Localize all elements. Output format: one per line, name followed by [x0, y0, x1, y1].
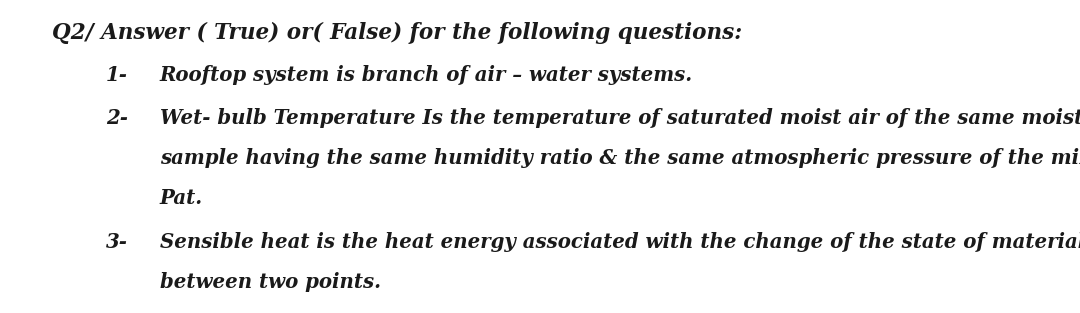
Text: 3-: 3-	[106, 232, 127, 252]
Text: 2-: 2-	[106, 108, 127, 128]
Text: Sensible heat is the heat energy associated with the change of the state of mate: Sensible heat is the heat energy associa…	[160, 232, 1080, 252]
Text: 1-: 1-	[106, 65, 127, 85]
Text: Rooftop system is branch of air – water systems.: Rooftop system is branch of air – water …	[160, 65, 693, 85]
Text: Pat.: Pat.	[160, 188, 203, 208]
Text: Wet- bulb Temperature Is the temperature of saturated moist air of the same mois: Wet- bulb Temperature Is the temperature…	[160, 108, 1080, 128]
Text: sample having the same humidity ratio & the same atmospheric pressure of the mix: sample having the same humidity ratio & …	[160, 148, 1080, 168]
Text: Q2/ Answer ( True) or( False) for the following questions:: Q2/ Answer ( True) or( False) for the fo…	[52, 22, 742, 44]
Text: between two points.: between two points.	[160, 272, 381, 292]
